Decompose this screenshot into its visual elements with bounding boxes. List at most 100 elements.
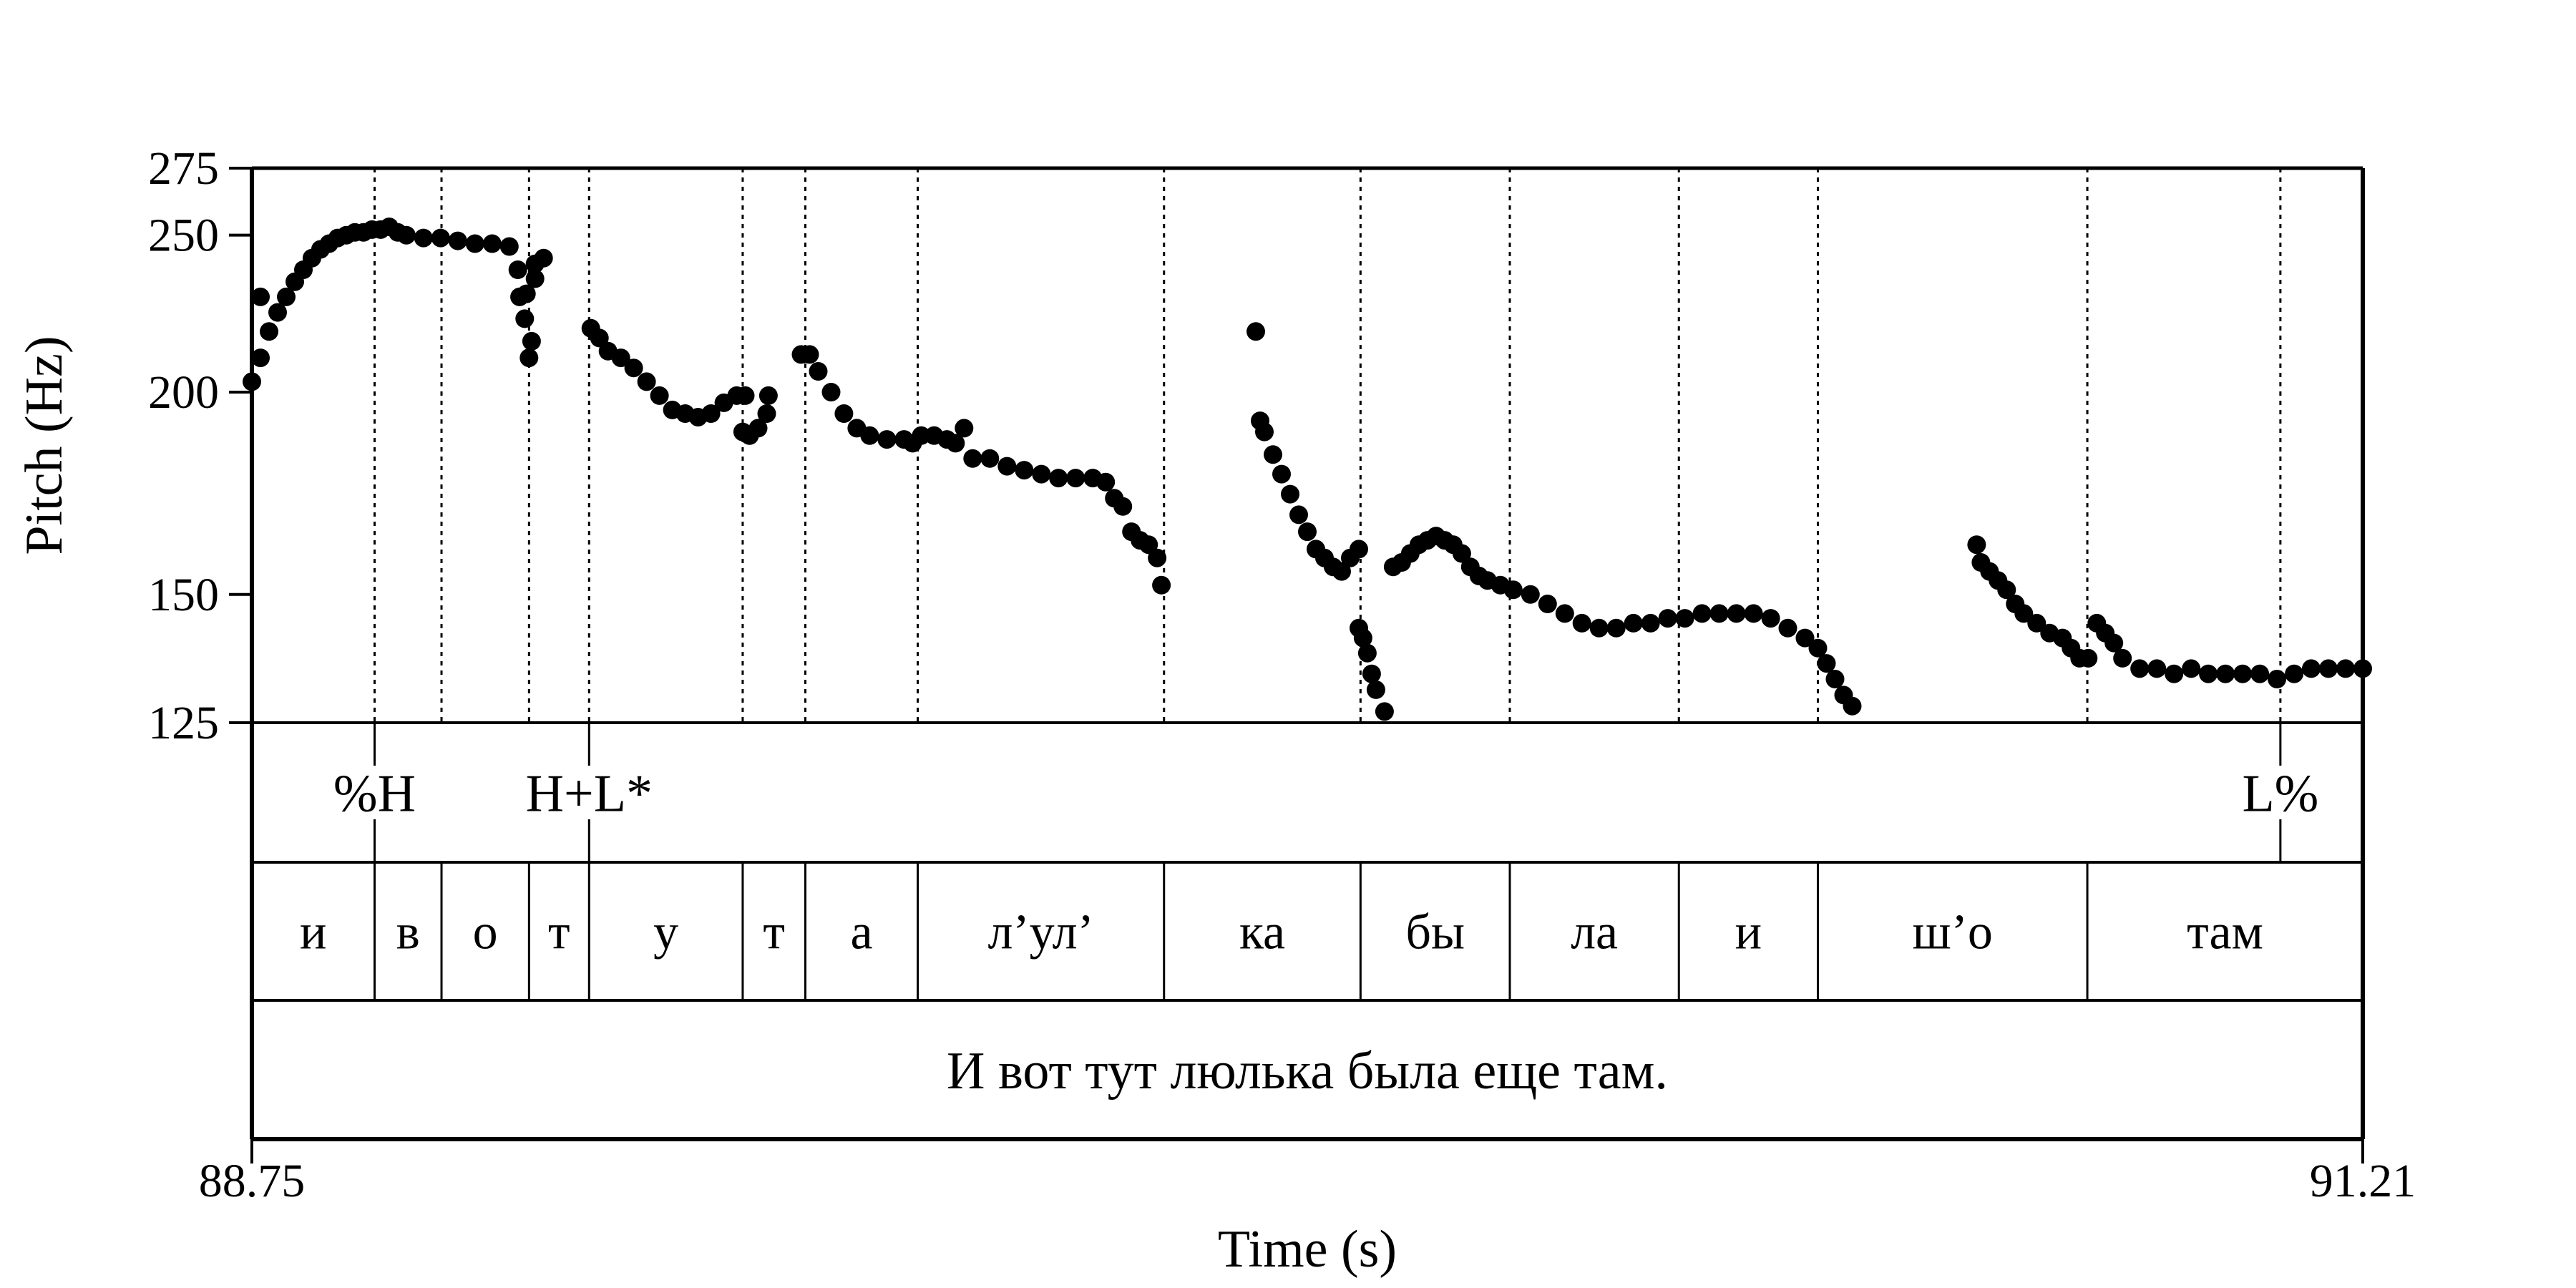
pitch-point	[997, 457, 1017, 476]
pitch-point	[534, 248, 553, 268]
pitch-point	[955, 419, 974, 438]
pitch-point	[1744, 604, 1763, 623]
pitch-point	[2027, 613, 2046, 633]
pitch-point	[277, 287, 296, 306]
pitch-point	[1967, 535, 1986, 555]
pitch-point	[1113, 497, 1133, 516]
pitch-point	[800, 345, 819, 364]
tone-label: %H	[333, 765, 416, 824]
pitch-point	[396, 225, 416, 245]
pitch-point	[525, 269, 545, 288]
x-tick-label-max: 91.21	[2310, 1155, 2416, 1207]
pitch-point	[1641, 613, 1660, 633]
segment-label: ш’о	[1913, 905, 1993, 960]
pitch-point	[1817, 654, 1836, 673]
pitch-point	[2250, 664, 2270, 683]
pitch-point	[1255, 422, 1274, 441]
segment-label: ла	[1571, 905, 1618, 960]
pitch-point	[522, 331, 541, 351]
pitch-point	[2268, 670, 2287, 688]
y-axis: 125 150 200 250 275	[148, 142, 252, 749]
pitch-point	[758, 386, 778, 405]
pitch-point	[1503, 580, 1523, 600]
pitch-point	[1281, 484, 1299, 504]
pitch-point	[2165, 664, 2184, 683]
pitch-point	[1049, 469, 1068, 488]
pitch-point	[2285, 664, 2304, 683]
y-tick-label: 200	[148, 366, 219, 419]
pitch-point	[1658, 609, 1677, 628]
y-tick-label: 275	[148, 142, 219, 195]
pitch-point	[1521, 585, 1540, 604]
pitch-point	[1538, 595, 1557, 613]
pitch-point	[482, 234, 502, 253]
pitch-point	[1264, 445, 1282, 464]
pitch-point	[1332, 562, 1351, 581]
pitch-point	[1572, 613, 1591, 633]
x-axis-title: Time (s)	[1218, 1220, 1397, 1279]
pitch-point	[1096, 472, 1116, 492]
x-axis: 88.75 91.21 Time (s)	[199, 1139, 2416, 1279]
segment-tier: и в о т у т а л’ул’ ка бы ла и ш’о там	[300, 862, 2263, 1000]
pitch-point	[980, 449, 1000, 468]
pitch-point	[2079, 648, 2098, 668]
segment-label: т	[548, 905, 570, 960]
segment-label: там	[2187, 905, 2263, 960]
segment-label: а	[850, 905, 872, 960]
pitch-point	[1366, 680, 1385, 699]
pitch-point	[2104, 633, 2124, 653]
pitch-point	[414, 228, 433, 248]
pitch-point	[757, 404, 776, 423]
pitch-point	[515, 309, 535, 328]
pitch-point	[1152, 575, 1171, 595]
pitch-point	[2216, 664, 2235, 683]
pitch-point	[650, 386, 669, 405]
pitch-point	[499, 237, 519, 256]
pitch-point	[1778, 618, 1797, 638]
segment-label: о	[473, 905, 498, 960]
pitch-point	[431, 228, 450, 248]
y-axis-title: Pitch (Hz)	[15, 336, 74, 555]
pitch-point	[624, 358, 643, 378]
pitch-point	[448, 231, 467, 250]
pitch-point	[860, 426, 879, 445]
segment-label: и	[300, 905, 326, 960]
pitch-points	[243, 218, 2372, 721]
pitch-point	[946, 434, 965, 453]
pitch-point	[2302, 659, 2321, 678]
segment-label: л’ул’	[987, 905, 1093, 960]
pitch-point	[1589, 618, 1609, 638]
pitch-point	[701, 404, 721, 423]
pitch-point	[1066, 469, 1085, 488]
pitch-point	[736, 386, 755, 405]
pitch-point	[1709, 604, 1729, 623]
segment-label: у	[653, 905, 678, 960]
pitch-point	[465, 234, 484, 253]
pitch-point	[637, 372, 656, 391]
pitch-point	[1032, 464, 1051, 484]
pitch-point	[2147, 659, 2167, 678]
pitch-point	[519, 348, 539, 368]
pitch-point	[834, 404, 854, 423]
segment-label: т	[763, 905, 785, 960]
pitch-point	[1808, 638, 1828, 658]
segment-label: и	[1735, 905, 1762, 960]
pitch-point	[1997, 580, 2016, 600]
pitch-point	[2182, 659, 2201, 678]
pitch-point	[268, 303, 287, 322]
pitch-point	[260, 322, 278, 341]
pitch-point	[821, 383, 841, 401]
pitch-point	[1825, 670, 1845, 688]
pitch-point	[251, 287, 270, 306]
pitch-point	[1675, 609, 1694, 628]
pitch-point	[1298, 522, 1317, 542]
pitch-point	[510, 287, 530, 306]
pitch-point	[2319, 659, 2338, 678]
tone-tier: %H H+L* L%	[333, 723, 2318, 862]
pitch-point	[1843, 696, 1862, 716]
pitch-point	[1350, 540, 1368, 559]
x-tick-label-min: 88.75	[199, 1155, 306, 1207]
y-tick-label: 250	[148, 210, 219, 262]
pitch-point	[1692, 604, 1712, 623]
